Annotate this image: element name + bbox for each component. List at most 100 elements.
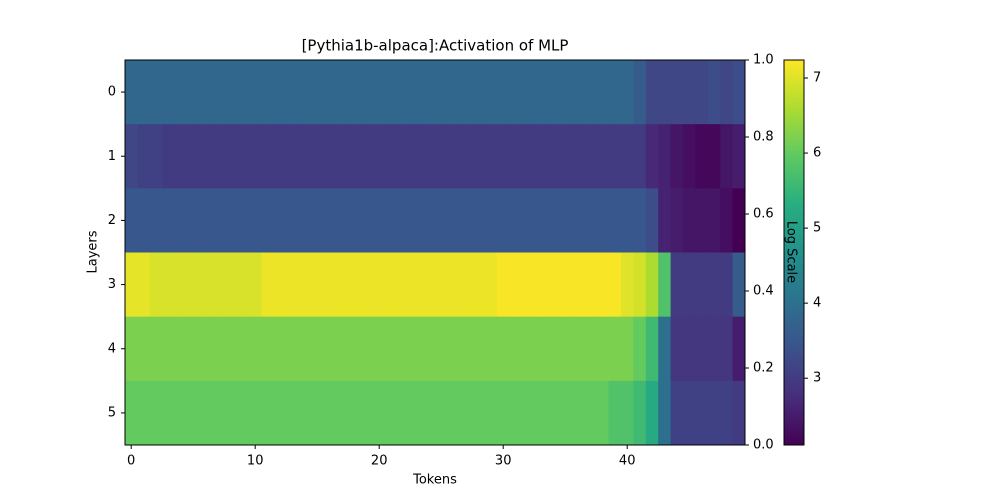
heatmap-cell (249, 124, 262, 189)
heatmap-cell (720, 252, 733, 318)
heatmap-cell (509, 380, 523, 446)
heatmap-cell (583, 124, 597, 189)
heatmap-cell (174, 124, 188, 189)
heatmap-cell (397, 252, 411, 318)
heatmap-cell (720, 188, 733, 253)
heatmap-cell (645, 380, 659, 446)
heatmap-cell (360, 188, 374, 253)
heatmap-cell (621, 60, 634, 125)
y2-tick-label: 1.0 (753, 53, 774, 68)
heatmap-cell (397, 188, 411, 253)
heatmap-cell (273, 188, 287, 253)
heatmap-cell (546, 188, 560, 253)
heatmap-cell (559, 124, 572, 189)
heatmap-cell (633, 316, 647, 382)
heatmap-cell (311, 380, 324, 446)
heatmap-cell (397, 380, 411, 446)
heatmap-cell (410, 188, 423, 253)
heatmap-cell (373, 252, 386, 318)
colorbar-tick-label: 5 (813, 221, 821, 236)
heatmap-cell (435, 60, 448, 125)
plot-frame (124, 59, 746, 446)
heatmap-cell (596, 188, 609, 253)
heatmap-cell (472, 380, 485, 446)
heatmap-cell (447, 188, 461, 253)
heatmap-cell (311, 252, 324, 318)
heatmap-cell (707, 188, 721, 253)
heatmap-cell (311, 124, 324, 189)
heatmap-cell (497, 252, 510, 318)
heatmap-cell (521, 380, 535, 446)
heatmap-cell (174, 60, 188, 125)
heatmap-cell (720, 380, 733, 446)
heatmap-cell (546, 316, 560, 382)
heatmap-cell (137, 124, 151, 189)
heatmap-cell (633, 380, 647, 446)
heatmap-cell (236, 188, 250, 253)
heatmap-cell (149, 124, 163, 189)
heatmap-cell (472, 252, 485, 318)
heatmap-cell (571, 188, 585, 253)
heatmap-cell (497, 380, 510, 446)
y-axis-label: Layers (86, 230, 101, 273)
heatmap-cell (174, 252, 188, 318)
heatmap-cell (683, 124, 696, 189)
heatmap-cell (187, 380, 200, 446)
heatmap-cell (348, 124, 361, 189)
heatmap-cell (249, 60, 262, 125)
heatmap-cell (546, 252, 560, 318)
heatmap-cell (621, 316, 634, 382)
heatmap-cell (187, 124, 200, 189)
heatmap-cell (385, 124, 399, 189)
heatmap-cell (335, 60, 349, 125)
heatmap-cell (435, 124, 448, 189)
y2-tick-label: 0.6 (753, 207, 774, 222)
heatmap-cell (670, 188, 684, 253)
heatmap-cell (224, 60, 237, 125)
heatmap-cell (261, 60, 275, 125)
heatmap-cell (658, 252, 671, 318)
heatmap-cell (360, 316, 374, 382)
heatmap-cell (162, 124, 175, 189)
heatmap-cell (596, 124, 609, 189)
heatmap-cell (360, 252, 374, 318)
heatmap-cell (224, 124, 237, 189)
heatmap-cell (422, 124, 436, 189)
heatmap-cell (534, 380, 547, 446)
heatmap-cell (410, 60, 423, 125)
heatmap-cell (373, 124, 386, 189)
heatmap-cell (521, 252, 535, 318)
heatmap-cell (732, 60, 746, 125)
heatmap-cell (249, 316, 262, 382)
heatmap-cell (571, 60, 585, 125)
heatmap-cell (273, 380, 287, 446)
heatmap-cell (546, 124, 560, 189)
heatmap-cell (224, 252, 237, 318)
y-tick-label: 2 (108, 213, 116, 228)
heatmap-cell (422, 316, 436, 382)
heatmap-cell (472, 188, 485, 253)
heatmap-cell (236, 380, 250, 446)
heatmap-cell (187, 188, 200, 253)
heatmap-cell (298, 188, 312, 253)
heatmap-cell (162, 188, 175, 253)
heatmap-cell (497, 316, 510, 382)
heatmap-cell (211, 252, 225, 318)
heatmap-cell (162, 380, 175, 446)
heatmap-cell (373, 316, 386, 382)
heatmap-cell (137, 188, 151, 253)
heatmap-cell (224, 380, 237, 446)
y2-tick-label: 0.4 (753, 284, 774, 299)
heatmap-cell (459, 124, 473, 189)
heatmap-cell (373, 60, 386, 125)
heatmap-cell (298, 316, 312, 382)
heatmap-cell (348, 252, 361, 318)
heatmap-cell (335, 252, 349, 318)
heatmap-cell (583, 188, 597, 253)
heatmap-cell (211, 188, 225, 253)
heatmap-cell (435, 252, 448, 318)
heatmap-cell (286, 60, 299, 125)
colorbar-tick-label: 3 (813, 371, 821, 386)
heatmap-cell (236, 124, 250, 189)
